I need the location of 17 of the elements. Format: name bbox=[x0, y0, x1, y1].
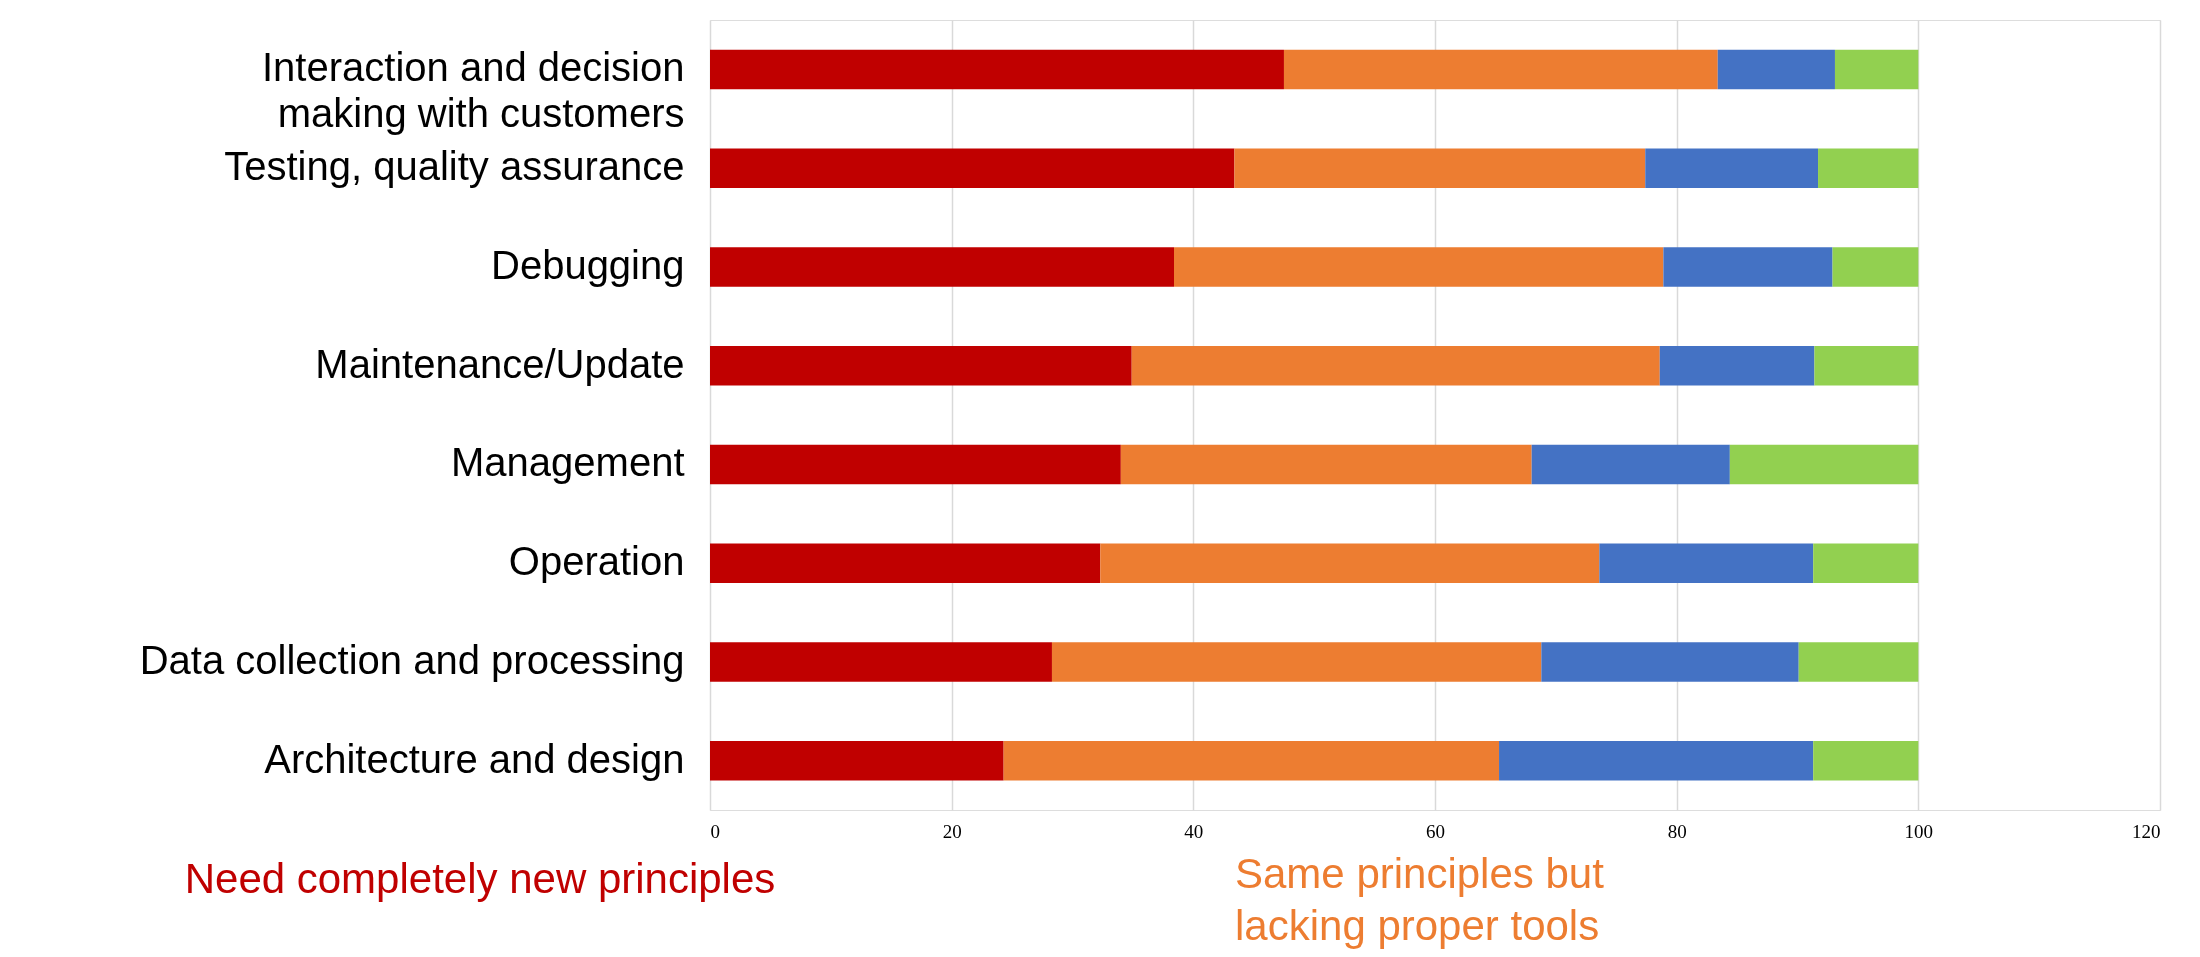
y-tick-label: Data collection and processing bbox=[139, 637, 685, 682]
x-tick-label: 20 bbox=[942, 820, 962, 842]
y-tick-label: Management bbox=[451, 440, 685, 485]
y-tick-label: Interaction and decision making with customers bbox=[262, 45, 685, 136]
x-tick-label: 100 bbox=[1904, 820, 1934, 842]
y-tick-label: Debugging bbox=[491, 242, 685, 287]
y-tick-label: Testing, quality assurance bbox=[224, 144, 685, 189]
y-tick-label: Architecture and design bbox=[264, 736, 685, 781]
series-label: Need completely new principles bbox=[184, 855, 776, 902]
x-tick-label: 120 bbox=[2132, 820, 2161, 842]
series-label: Same principles but lacking proper tools bbox=[1235, 850, 1605, 949]
x-tick-label: 0 bbox=[710, 820, 720, 842]
x-tick-label: 40 bbox=[1184, 820, 1204, 842]
x-tick-label: 60 bbox=[1426, 820, 1445, 842]
x-tick-label: 80 bbox=[1667, 820, 1687, 842]
y-tick-label: Maintenance/Update bbox=[315, 341, 685, 386]
y-tick-label: Operation bbox=[508, 539, 685, 584]
